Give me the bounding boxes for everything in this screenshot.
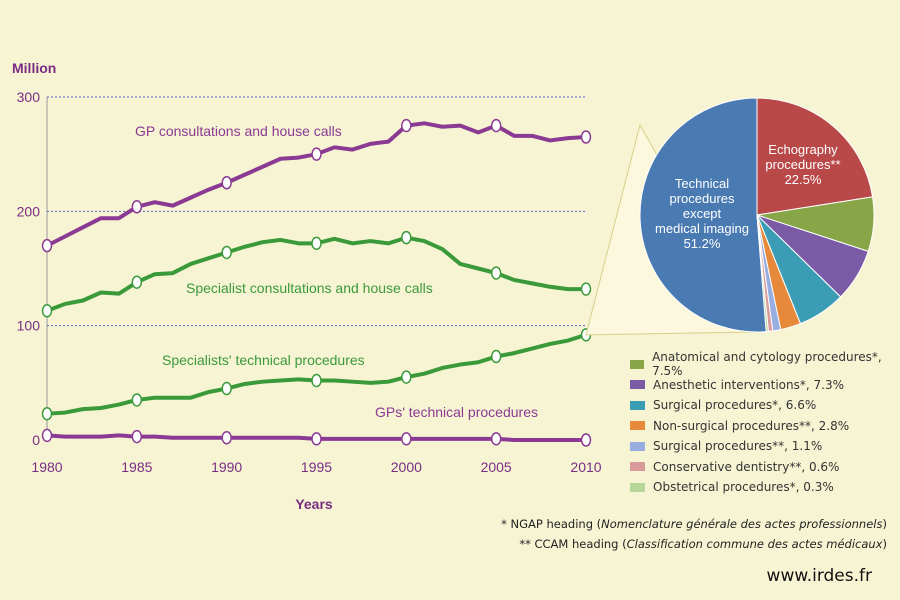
y-tick-label: 0 <box>32 432 40 448</box>
data-point <box>221 245 232 260</box>
series-label: GPs' technical procedures <box>375 404 538 420</box>
ngap-title: Nomenclature générale des actes professi… <box>601 517 883 531</box>
x-tick-label: 1995 <box>301 459 332 475</box>
y-tick-label: 200 <box>17 203 41 219</box>
series-label: GP consultations and house calls <box>135 123 342 139</box>
legend-label: Obstetrical procedures*, 0.3% <box>653 480 834 495</box>
website-link[interactable]: www.irdes.fr <box>766 566 872 586</box>
x-tick-label: 1990 <box>211 459 242 475</box>
data-point <box>311 373 322 388</box>
data-point <box>401 230 412 245</box>
data-point <box>490 349 502 364</box>
x-tick-label: 2000 <box>391 459 422 475</box>
ngap-note: * NGAP heading (Nomenclature générale de… <box>501 514 887 534</box>
data-point <box>41 406 53 421</box>
data-point <box>580 282 592 296</box>
legend-item: Anesthetic interventions*, 7.3% <box>630 375 900 396</box>
legend-item: Surgical procedures**, 1.1% <box>630 436 900 457</box>
legend-label: Anesthetic interventions*, 7.3% <box>653 377 844 392</box>
data-point <box>221 176 232 190</box>
legend-swatch <box>630 441 645 451</box>
data-point <box>221 430 232 445</box>
x-tick-label: 2010 <box>570 459 601 475</box>
x-tick-label: 1980 <box>31 459 62 475</box>
data-point <box>580 130 592 144</box>
pie-slice-label: Technical procedures except medical imaging… <box>655 176 749 251</box>
legend-swatch <box>630 400 645 410</box>
data-point <box>311 147 322 161</box>
footnotes: * NGAP heading (Nomenclature générale de… <box>501 514 887 554</box>
data-point <box>490 266 502 280</box>
data-point <box>401 370 412 384</box>
legend-item: Non-surgical procedures**, 2.8% <box>630 416 900 437</box>
legend-swatch <box>630 462 645 472</box>
ccam-suffix: ) <box>882 537 888 551</box>
y-tick-label: 100 <box>17 318 41 334</box>
legend-label: Anatomical and cytology procedures*, 7.5… <box>652 350 882 379</box>
legend-label: Conservative dentistry**, 0.6% <box>653 459 840 474</box>
legend-label: Surgical procedures*, 6.6% <box>653 398 817 413</box>
data-point <box>580 433 592 447</box>
y-axis-title: Million <box>12 60 56 76</box>
data-point <box>41 238 53 253</box>
data-point <box>131 429 143 444</box>
legend-item: Anatomical and cytology procedures*, 7.5… <box>630 350 900 378</box>
x-axis-title: Years <box>295 496 333 512</box>
data-point <box>490 432 502 446</box>
data-point <box>401 118 412 133</box>
series-label: Specialists' technical procedures <box>162 352 365 368</box>
pie-slice <box>756 97 874 216</box>
series-line <box>46 121 587 248</box>
data-point <box>490 118 502 133</box>
pie-slice <box>639 97 767 333</box>
legend-item: Obstetrical procedures*, 0.3% <box>630 477 900 498</box>
pie-legend: Anatomical and cytology procedures*, 7.5… <box>630 350 900 498</box>
legend-label: Surgical procedures**, 1.1% <box>653 439 823 454</box>
ccam-note: ** CCAM heading (Classification commune … <box>501 534 887 554</box>
legend-swatch <box>630 359 645 369</box>
y-tick-label: 300 <box>17 89 41 105</box>
data-point <box>41 428 53 443</box>
ngap-suffix: ) <box>882 517 888 531</box>
data-point <box>311 236 322 251</box>
data-point <box>41 304 53 318</box>
data-point <box>221 381 232 396</box>
data-point <box>311 432 322 446</box>
legend-item: Conservative dentistry**, 0.6% <box>630 457 900 478</box>
legend-swatch <box>630 482 645 492</box>
ngap-prefix: * NGAP heading ( <box>501 517 602 531</box>
legend-swatch <box>630 380 645 390</box>
legend-label: Non-surgical procedures**, 2.8% <box>653 418 850 433</box>
legend-swatch <box>630 421 645 431</box>
ccam-prefix: ** CCAM heading ( <box>519 537 627 551</box>
data-point <box>131 275 143 289</box>
ccam-title: Classification commune des actes médicau… <box>626 537 883 551</box>
data-point <box>401 432 412 446</box>
legend-item: Surgical procedures*, 6.6% <box>630 395 900 416</box>
series-label: Specialist consultations and house calls <box>186 280 433 296</box>
x-tick-label: 2005 <box>481 459 512 475</box>
x-tick-label: 1985 <box>121 459 152 475</box>
pie-slice <box>756 214 769 333</box>
data-point <box>131 393 143 407</box>
data-point <box>131 200 143 214</box>
pie-slice-label: Echography procedures** 22.5% <box>765 142 840 187</box>
